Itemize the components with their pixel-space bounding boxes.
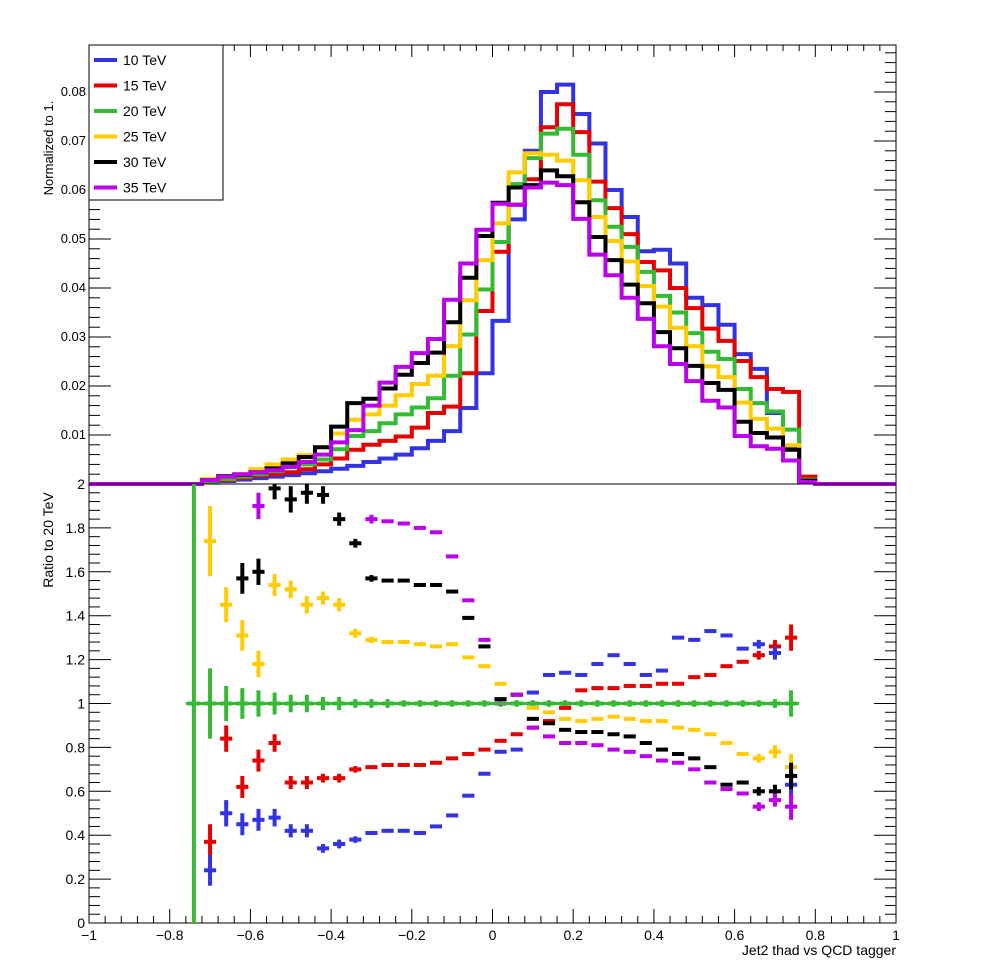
- ratio-series-35-tev: [252, 492, 798, 820]
- bottom-y-tick-label: 1.4: [66, 608, 86, 624]
- legend-label: 25 TeV: [123, 129, 167, 145]
- top-y-tick-label: 0.07: [61, 133, 86, 148]
- top-panel: 0.01 0.02 0.03 0.04 0.05 0.06 0.07 0.08: [61, 44, 897, 486]
- top-y-axis-label: Normalized to 1.: [41, 101, 56, 196]
- ratio-series-25-tev: [203, 505, 798, 781]
- histogram-10-tev: [89, 82, 896, 486]
- x-tick-label: −0.2: [398, 927, 426, 943]
- bottom-y-tick-label: 0.4: [66, 827, 86, 843]
- legend: 10 TeV 15 TeV 20 TeV 25 TeV 30 TeV 35 TeV: [88, 44, 224, 201]
- x-tick-label: −0.4: [317, 927, 345, 943]
- x-tick-label: −0.6: [237, 927, 265, 943]
- x-tick-label: 0.8: [806, 927, 826, 943]
- x-tick-label: 0.2: [563, 927, 583, 943]
- ratio-series-10-tev: [203, 629, 798, 886]
- top-y-tick-label: 0.05: [61, 231, 86, 246]
- x-tick-label: 0.4: [644, 927, 664, 943]
- top-y-tick-label: 0.06: [61, 182, 86, 197]
- x-tick-label: 0.6: [725, 927, 745, 943]
- top-y-tick-label: 0.08: [61, 84, 86, 99]
- ratio-series-15-tev: [203, 624, 798, 860]
- x-tick-label: −0.8: [156, 927, 184, 943]
- legend-label: 35 TeV: [123, 180, 167, 196]
- histogram-35-tev: [89, 180, 896, 486]
- bottom-y-tick-label: 1.8: [66, 520, 86, 536]
- legend-label: 15 TeV: [123, 78, 167, 94]
- top-y-tick-label: 0.01: [61, 427, 86, 442]
- bottom-y-tick-label: 0.2: [66, 871, 86, 887]
- x-tick-label: −1: [81, 927, 97, 943]
- bottom-y-tick-label: 0.8: [66, 739, 86, 755]
- bottom-y-tick-label: 1: [77, 696, 85, 712]
- bottom-y-tick-label: 1.6: [66, 564, 86, 580]
- legend-label: 20 TeV: [123, 103, 167, 119]
- legend-label: 10 TeV: [123, 52, 167, 68]
- bottom-y-tick-label: 2: [77, 476, 85, 492]
- bottom-panel: 0 0.2 0.4 0.6 0.8 1 1.2 1.4 1.6 1.8 2 −1 −0.8 −0.6 −0.…: [66, 476, 901, 943]
- bottom-y-tick-label: 0.6: [66, 783, 86, 799]
- top-y-tick-label: 0.03: [61, 329, 86, 344]
- ratio-series-30-tev: [236, 484, 798, 798]
- legend-label: 30 TeV: [123, 154, 167, 170]
- bottom-y-axis-label: Ratio to 20 TeV: [40, 492, 56, 588]
- top-y-tick-label: 0.02: [61, 378, 86, 393]
- x-tick-label: 1: [892, 927, 900, 943]
- histogram-25-tev: [89, 151, 896, 486]
- bottom-y-tick-label: 1.2: [66, 652, 86, 668]
- legend-box: [88, 44, 224, 201]
- bottom-y-tick-label: 0: [77, 915, 85, 931]
- x-axis-label: Jet2 thad vs QCD tagger: [742, 942, 896, 958]
- x-tick-label: 0: [489, 927, 497, 943]
- top-y-tick-label: 0.04: [61, 280, 86, 295]
